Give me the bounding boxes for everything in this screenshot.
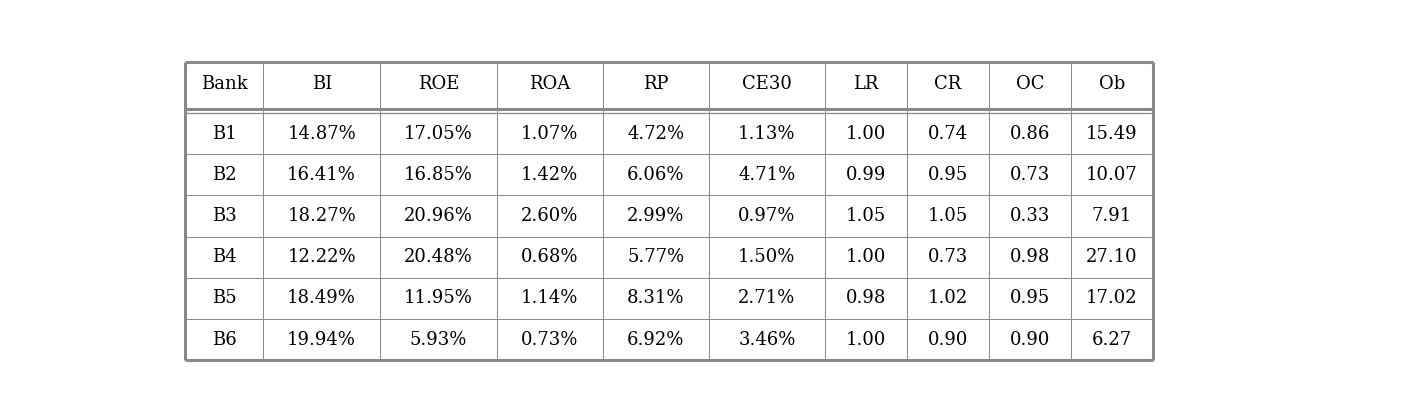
Text: 5.77%: 5.77% <box>627 248 684 266</box>
Text: 15.49: 15.49 <box>1086 124 1138 143</box>
Text: 1.05: 1.05 <box>846 207 886 225</box>
Text: B2: B2 <box>211 166 237 184</box>
Text: Bank: Bank <box>200 75 248 94</box>
Text: 20.48%: 20.48% <box>404 248 473 266</box>
Text: 4.72%: 4.72% <box>627 124 684 143</box>
Text: 0.73%: 0.73% <box>521 331 579 349</box>
Text: 1.14%: 1.14% <box>521 290 579 307</box>
Text: OC: OC <box>1015 75 1045 94</box>
Text: 4.71%: 4.71% <box>738 166 796 184</box>
Text: 0.97%: 0.97% <box>738 207 796 225</box>
Text: 0.98: 0.98 <box>846 290 887 307</box>
Text: CE30: CE30 <box>742 75 791 94</box>
Text: 7.91: 7.91 <box>1091 207 1132 225</box>
Text: 10.07: 10.07 <box>1086 166 1138 184</box>
Text: 1.13%: 1.13% <box>738 124 796 143</box>
Text: 2.99%: 2.99% <box>627 207 684 225</box>
Text: 2.71%: 2.71% <box>738 290 796 307</box>
Text: 0.98: 0.98 <box>1010 248 1050 266</box>
Text: 16.85%: 16.85% <box>404 166 473 184</box>
Text: 19.94%: 19.94% <box>287 331 356 349</box>
Text: 1.07%: 1.07% <box>521 124 579 143</box>
Text: 6.06%: 6.06% <box>627 166 684 184</box>
Text: CR: CR <box>935 75 962 94</box>
Text: 0.73: 0.73 <box>928 248 969 266</box>
Text: 6.27: 6.27 <box>1091 331 1132 349</box>
Text: 1.05: 1.05 <box>928 207 969 225</box>
Text: 14.87%: 14.87% <box>287 124 356 143</box>
Text: 27.10: 27.10 <box>1086 248 1138 266</box>
Text: 6.92%: 6.92% <box>627 331 684 349</box>
Text: 17.05%: 17.05% <box>404 124 473 143</box>
Text: 16.41%: 16.41% <box>287 166 356 184</box>
Text: ROA: ROA <box>529 75 570 94</box>
Text: Ob: Ob <box>1098 75 1125 94</box>
Text: 5.93%: 5.93% <box>410 331 467 349</box>
Text: 0.73: 0.73 <box>1010 166 1050 184</box>
Text: 1.02: 1.02 <box>928 290 969 307</box>
Text: 18.27%: 18.27% <box>287 207 356 225</box>
Text: 18.49%: 18.49% <box>287 290 356 307</box>
Text: 1.42%: 1.42% <box>521 166 579 184</box>
Text: 1.00: 1.00 <box>846 248 887 266</box>
Text: 0.95: 0.95 <box>928 166 969 184</box>
Text: B6: B6 <box>211 331 237 349</box>
Text: 12.22%: 12.22% <box>287 248 356 266</box>
Text: 2.60%: 2.60% <box>521 207 579 225</box>
Text: RP: RP <box>643 75 669 94</box>
Text: B1: B1 <box>211 124 237 143</box>
Text: 1.00: 1.00 <box>846 124 887 143</box>
Text: BI: BI <box>311 75 332 94</box>
Text: 0.86: 0.86 <box>1010 124 1050 143</box>
Text: B3: B3 <box>211 207 237 225</box>
Text: 20.96%: 20.96% <box>404 207 473 225</box>
Text: 0.95: 0.95 <box>1010 290 1050 307</box>
Text: ROE: ROE <box>418 75 459 94</box>
Text: 0.68%: 0.68% <box>521 248 579 266</box>
Text: 3.46%: 3.46% <box>738 331 796 349</box>
Text: 1.00: 1.00 <box>846 331 887 349</box>
Text: 1.50%: 1.50% <box>738 248 796 266</box>
Text: B4: B4 <box>211 248 237 266</box>
Text: 0.90: 0.90 <box>1010 331 1050 349</box>
Text: 11.95%: 11.95% <box>404 290 473 307</box>
Text: B5: B5 <box>211 290 237 307</box>
Text: 17.02: 17.02 <box>1086 290 1138 307</box>
Text: 8.31%: 8.31% <box>627 290 684 307</box>
Text: 0.90: 0.90 <box>928 331 969 349</box>
Text: 0.74: 0.74 <box>928 124 969 143</box>
Text: 0.33: 0.33 <box>1010 207 1050 225</box>
Text: 0.99: 0.99 <box>846 166 887 184</box>
Text: LR: LR <box>853 75 879 94</box>
